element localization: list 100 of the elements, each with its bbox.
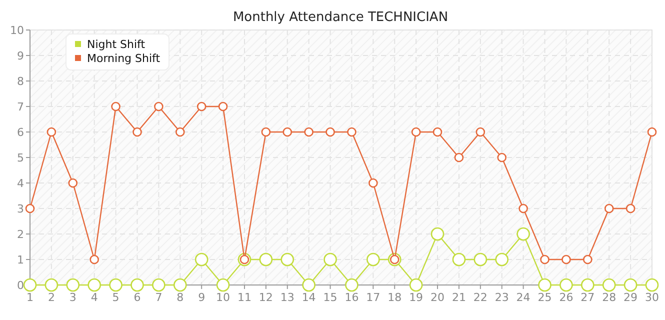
x-tick-label: 9 [198, 291, 206, 304]
y-tick-label: 3 [17, 202, 24, 216]
x-tick-label: 7 [155, 291, 162, 304]
y-tick-label: 9 [17, 49, 24, 62]
point [130, 278, 144, 292]
legend-label: Morning Shift [87, 52, 161, 65]
x-tick-label: 19 [409, 291, 424, 304]
x-tick-label: 24 [516, 291, 530, 304]
point [132, 127, 142, 137]
point [602, 278, 616, 292]
point [495, 252, 509, 266]
point [366, 252, 380, 266]
x-tick-label: 21 [452, 291, 466, 304]
point [175, 127, 185, 137]
y-tick-label: 6 [17, 126, 24, 139]
point [90, 254, 99, 264]
x-tick-label: 28 [602, 291, 616, 304]
x-tick-label: 17 [366, 291, 380, 304]
point [345, 278, 358, 292]
x-tick-label: 30 [645, 291, 659, 304]
y-tick-label: 5 [17, 151, 24, 164]
x-tick-label: 12 [258, 291, 273, 304]
chart-title: Monthly Attendance TECHNICIAN [232, 10, 448, 25]
point [432, 127, 442, 137]
point [261, 127, 271, 137]
x-tick-label: 26 [559, 291, 574, 304]
point [626, 204, 636, 214]
x-tick-label: 10 [216, 291, 230, 304]
point [581, 278, 594, 292]
x-tick-label: 14 [302, 291, 316, 304]
x-tick-label: 11 [237, 291, 252, 304]
point [368, 178, 378, 188]
x-tick-label: 1 [26, 291, 34, 304]
point [324, 252, 337, 266]
point [604, 204, 614, 214]
point [44, 278, 58, 292]
point [518, 204, 528, 214]
x-tick-label: 16 [344, 291, 359, 304]
point [560, 278, 573, 292]
point [347, 127, 356, 137]
x-tick-label: 2 [48, 291, 55, 304]
point [259, 252, 273, 266]
x-tick-label: 25 [538, 291, 552, 304]
point [538, 278, 552, 292]
point [68, 178, 78, 188]
point [66, 278, 80, 292]
point [516, 227, 530, 241]
point [562, 254, 571, 264]
point [109, 278, 122, 292]
point [645, 278, 659, 292]
x-tick-label: 22 [473, 291, 488, 304]
point [282, 127, 292, 137]
point [540, 254, 550, 264]
y-tick-label: 10 [10, 24, 24, 37]
point [173, 278, 187, 292]
y-tick-label: 4 [17, 176, 24, 190]
y-tick-label: 8 [17, 74, 24, 88]
point [218, 102, 228, 112]
y-tick-label: 0 [17, 278, 24, 292]
x-tick-label: 29 [624, 291, 638, 304]
y-tick-label: 1 [17, 253, 24, 266]
point [497, 152, 507, 162]
point [111, 102, 120, 112]
x-tick-label: 8 [176, 291, 184, 304]
point [280, 252, 294, 266]
x-tick-label: 3 [69, 291, 76, 304]
y-tick-label: 7 [17, 100, 24, 114]
x-tick-label: 23 [494, 291, 509, 304]
point [216, 278, 230, 292]
point [411, 127, 421, 137]
point [430, 227, 444, 241]
point [302, 278, 316, 292]
point [583, 254, 592, 264]
x-tick-label: 6 [134, 291, 141, 304]
x-tick-label: 5 [112, 291, 120, 304]
point [452, 252, 466, 266]
point [409, 278, 423, 292]
point [474, 252, 488, 266]
point [25, 204, 35, 214]
point [454, 152, 464, 162]
point [326, 127, 335, 137]
x-tick-label: 4 [90, 291, 98, 304]
x-tick-label: 20 [430, 291, 445, 304]
point [194, 252, 208, 266]
x-tick-label: 15 [323, 291, 338, 304]
point [154, 102, 164, 112]
point [476, 127, 486, 137]
point [88, 278, 101, 292]
y-tick-label: 2 [17, 228, 24, 241]
point [624, 278, 638, 292]
legend-label: Night Shift [87, 38, 146, 51]
point [304, 127, 314, 137]
point [23, 278, 37, 292]
x-tick-label: 18 [388, 291, 402, 304]
point [647, 127, 657, 137]
point [196, 102, 206, 112]
x-tick-label: 27 [580, 291, 595, 304]
point [46, 127, 56, 137]
x-tick-label: 13 [280, 291, 294, 304]
point [152, 278, 166, 292]
